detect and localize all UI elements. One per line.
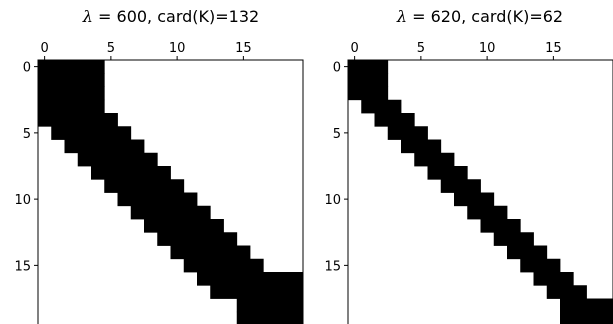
matrix-row-2 (348, 86, 389, 101)
matrix-row-0 (348, 60, 389, 74)
matrix-row-2 (38, 86, 105, 101)
matrix-row-8 (91, 166, 171, 180)
axis-ticks: 0 5 10 15 0 5 10 15 (14, 41, 251, 274)
chart-title: λ = 600, card(K)=132 (82, 7, 259, 26)
y-tick-label: 10 (14, 193, 31, 208)
y-tick-label: 0 (333, 61, 341, 76)
title-text: = 620, card(K)=62 (407, 7, 563, 26)
x-tick-label: 0 (350, 41, 358, 56)
matrix-row-13 (493, 232, 534, 246)
matrix-row-11 (130, 205, 211, 220)
matrix-cells (348, 60, 613, 324)
matrix-row-7 (414, 152, 455, 167)
heatmap-panel-2: λ = 620, card(K)=62 0 5 10 15 0 5 10 15 (324, 7, 613, 324)
matrix-row-18 (560, 298, 613, 313)
title-symbol: λ (396, 7, 407, 26)
y-tick-label: 15 (14, 259, 31, 274)
heatmap-panel-1: λ = 600, card(K)=132 0 5 10 15 0 5 10 15 (14, 7, 304, 324)
title-symbol: λ (82, 7, 93, 26)
y-tick-label: 10 (324, 193, 341, 208)
matrix-row-6 (64, 139, 145, 154)
matrix-row-10 (454, 192, 495, 207)
chart-title: λ = 620, card(K)=62 (396, 7, 563, 26)
matrix-row-14 (170, 245, 251, 260)
matrix-row-16 (533, 272, 574, 286)
axes-frame (37, 59, 304, 324)
matrix-row-9 (440, 179, 481, 193)
x-tick-label: 10 (169, 41, 186, 56)
matrix-row-5 (51, 126, 132, 140)
matrix-row-1 (38, 73, 105, 87)
matrix-cells (38, 60, 304, 324)
x-tick-label: 15 (235, 41, 252, 56)
matrix-row-5 (387, 126, 428, 140)
matrix-row-16 (197, 272, 304, 286)
matrix-row-17 (210, 285, 304, 299)
matrix-row-3 (361, 99, 402, 114)
matrix-row-19 (236, 311, 304, 324)
x-tick-label: 5 (107, 41, 115, 56)
matrix-row-14 (507, 245, 548, 260)
matrix-row-19 (560, 311, 613, 324)
y-tick-label: 5 (23, 127, 31, 142)
matrix-row-10 (117, 192, 198, 207)
matrix-row-4 (374, 113, 415, 127)
x-tick-label: 10 (479, 41, 496, 56)
matrix-row-1 (348, 73, 389, 87)
matrix-row-12 (144, 219, 224, 233)
x-tick-label: 15 (545, 41, 562, 56)
matrix-row-15 (520, 258, 561, 273)
matrix-row-7 (77, 152, 158, 167)
y-tick-label: 0 (23, 61, 31, 76)
x-tick-label: 5 (417, 41, 425, 56)
y-tick-label: 15 (324, 259, 341, 274)
matrix-row-11 (467, 205, 508, 220)
matrix-row-6 (401, 139, 442, 154)
matrix-row-17 (546, 285, 587, 299)
matrix-row-15 (183, 258, 264, 273)
matrix-row-18 (236, 298, 304, 313)
axis-ticks: 0 5 10 15 0 5 10 15 (324, 41, 561, 274)
matrix-row-13 (157, 232, 238, 246)
matrix-row-0 (38, 60, 105, 74)
matrix-row-4 (38, 113, 118, 127)
matrix-row-3 (38, 99, 105, 114)
x-tick-label: 0 (40, 41, 48, 56)
matrix-row-8 (427, 166, 468, 180)
y-tick-label: 5 (333, 127, 341, 142)
matrix-row-12 (480, 219, 521, 233)
axes-frame (347, 59, 613, 324)
matrix-row-9 (104, 179, 185, 193)
title-text: = 600, card(K)=132 (93, 7, 259, 26)
